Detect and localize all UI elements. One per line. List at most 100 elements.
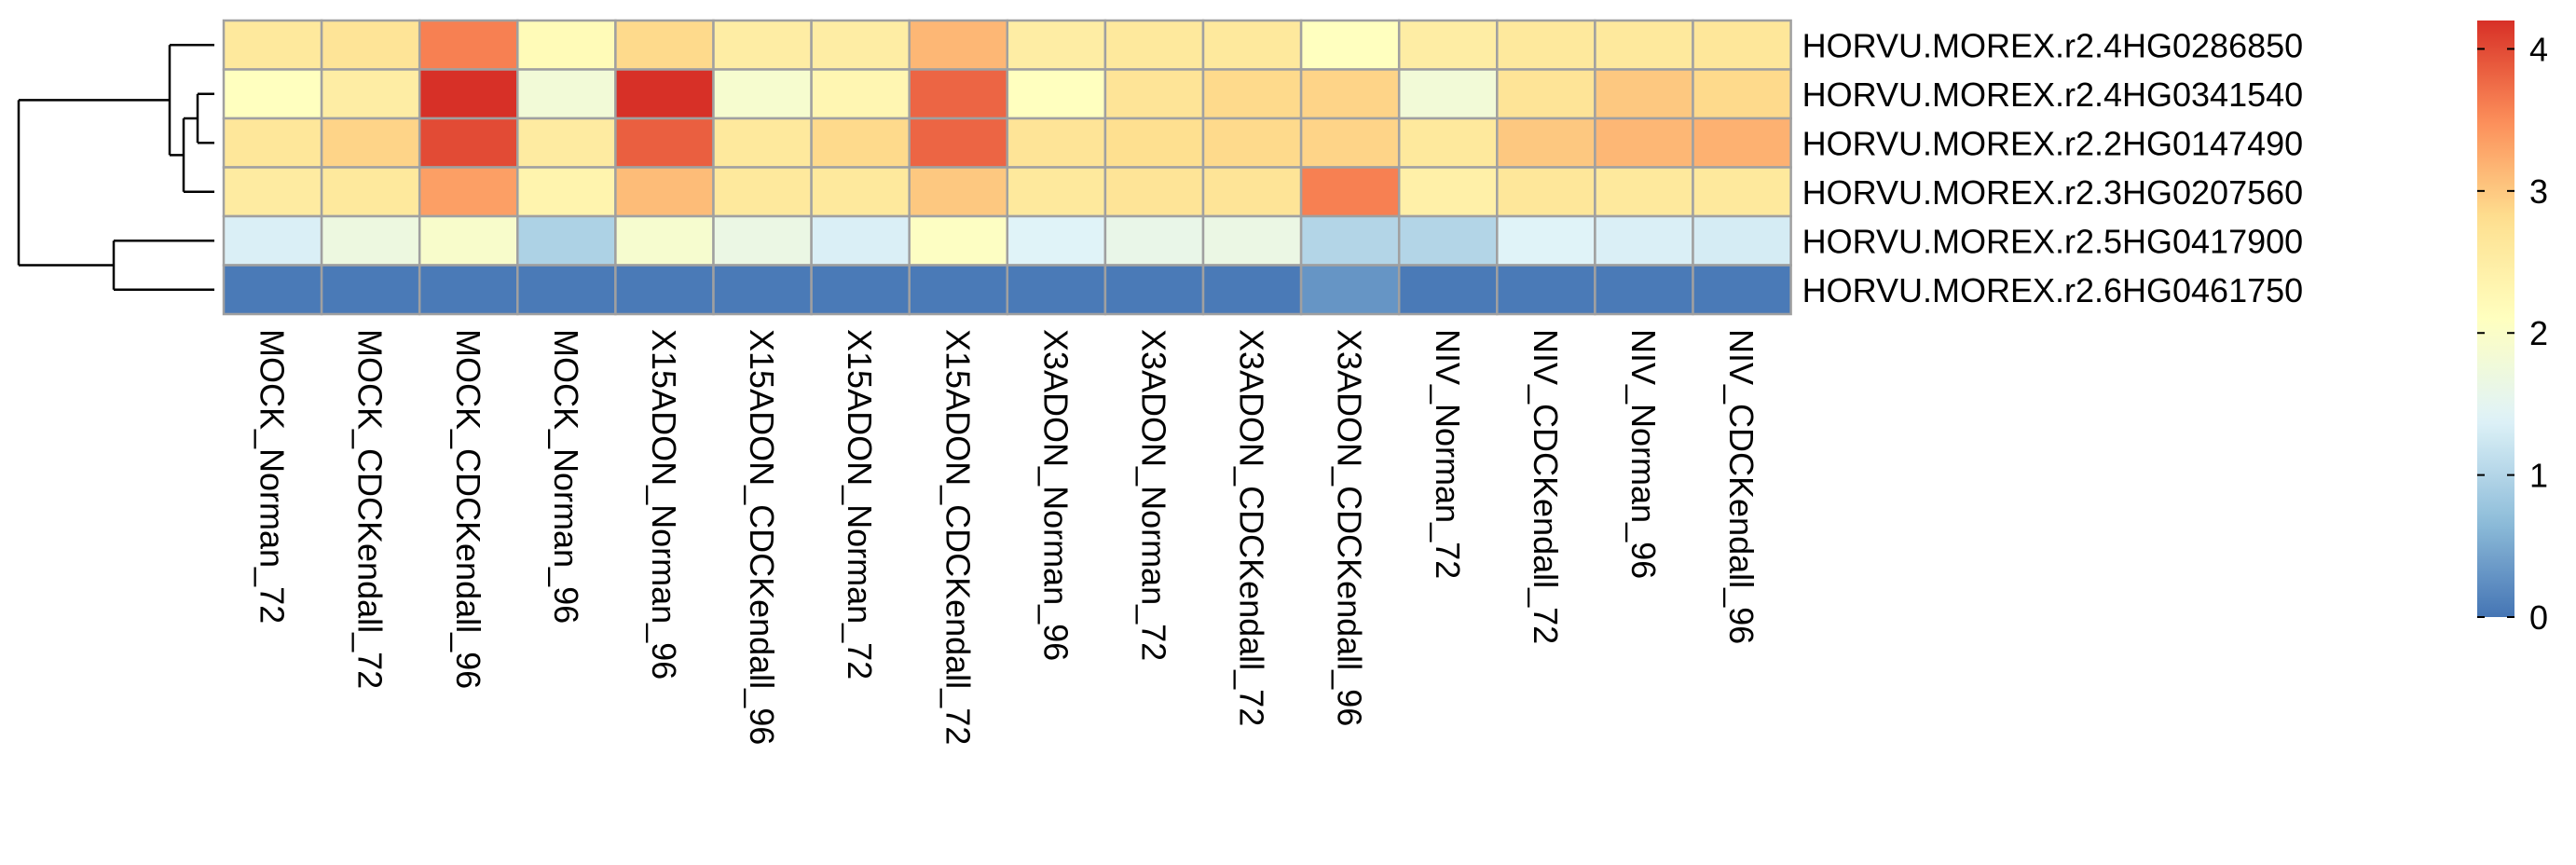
heatmap-cell xyxy=(1299,19,1401,71)
heatmap-cell xyxy=(614,264,715,316)
heatmap-cell xyxy=(1299,214,1401,267)
heatmap-cell xyxy=(1397,19,1499,71)
heatmap-cell xyxy=(712,264,813,316)
heatmap-cell xyxy=(1201,68,1303,120)
heatmap-cell xyxy=(810,68,911,120)
heatmap-cell xyxy=(1496,117,1596,169)
heatmap-cell xyxy=(1299,117,1401,169)
column-label: MOCK_Norman_96 xyxy=(547,329,585,624)
column-label: X3ADON_CDCKendall_72 xyxy=(1233,329,1271,726)
heatmap-cell xyxy=(810,19,911,71)
heatmap-cell xyxy=(1692,264,1792,316)
heatmap-cell xyxy=(1006,264,1107,316)
row-labels: HORVU.MOREX.r2.4HG0286850 HORVU.MOREX.r2.… xyxy=(1802,26,2304,309)
heatmap-cell xyxy=(516,117,617,169)
heatmap-cell xyxy=(712,166,813,218)
heatmap-cell xyxy=(1103,214,1205,267)
heatmap-cell xyxy=(908,117,1009,169)
heatmap-cell xyxy=(516,264,617,316)
heatmap-cell xyxy=(1201,19,1303,71)
column-label: MOCK_CDCKendall_72 xyxy=(351,329,390,689)
row-label: HORVU.MOREX.r2.3HG0207560 xyxy=(1802,173,2304,212)
heatmap-cell xyxy=(1201,214,1303,267)
heatmap-cell xyxy=(1201,117,1303,169)
heatmap-cell xyxy=(1496,214,1596,267)
heatmap-cell xyxy=(516,166,617,218)
heatmap-cell xyxy=(810,166,911,218)
column-label: MOCK_Norman_72 xyxy=(253,329,292,624)
heatmap-cell xyxy=(418,214,519,267)
column-label: X3ADON_Norman_72 xyxy=(1134,329,1172,661)
heatmap-cell xyxy=(1006,166,1107,218)
heatmap-cell xyxy=(418,117,519,169)
heatmap-cell xyxy=(418,264,519,316)
heatmap-cell xyxy=(1299,166,1401,218)
heatmap-cell xyxy=(1692,19,1792,71)
heatmap-cell xyxy=(614,117,715,169)
heatmap-cell xyxy=(614,68,715,120)
row-dendrogram xyxy=(17,44,214,291)
column-label: X15ADON_CDCKendall_96 xyxy=(743,329,781,745)
column-labels: MOCK_Norman_72 MOCK_CDCKendall_72 MOCK_CDC… xyxy=(253,329,1761,745)
heatmap-cell xyxy=(1397,214,1499,267)
heatmap-cell xyxy=(712,214,813,267)
heatmap-cell xyxy=(712,68,813,120)
heatmap-cell xyxy=(908,166,1009,218)
heatmap-cell xyxy=(1594,117,1694,169)
heatmap-cell xyxy=(1692,214,1792,267)
heatmap-cell xyxy=(418,166,519,218)
heatmap-cell xyxy=(1397,117,1499,169)
column-label: NIV_Norman_72 xyxy=(1429,329,1467,579)
heatmap-cell xyxy=(1006,214,1107,267)
heatmap-cell xyxy=(1496,264,1596,316)
heatmap-cell xyxy=(1006,117,1107,169)
heatmap-cell xyxy=(1103,166,1205,218)
heatmap-cell xyxy=(810,117,911,169)
legend-tick-label: 4 xyxy=(2529,30,2548,68)
heatmap-cell xyxy=(320,214,421,267)
legend-tick-label: 2 xyxy=(2529,314,2548,352)
legend-tick-label: 1 xyxy=(2529,457,2548,495)
column-label: X15ADON_CDCKendall_72 xyxy=(939,329,977,745)
heatmap-cell xyxy=(1299,68,1401,120)
heatmap-cell xyxy=(1103,117,1205,169)
heatmap-cell xyxy=(320,166,421,218)
heatmap-cell xyxy=(222,19,323,71)
color-legend: 0 1 2 3 4 xyxy=(2477,21,2548,637)
heatmap-cell xyxy=(222,214,323,267)
heatmap-cell xyxy=(1594,264,1694,316)
heatmap-cell xyxy=(1201,264,1303,316)
heatmap-cell xyxy=(1496,68,1596,120)
heatmap-cell xyxy=(1594,166,1694,218)
heatmap-cell xyxy=(1692,166,1792,218)
heatmap-cell xyxy=(1006,19,1107,71)
heatmap-cell xyxy=(516,19,617,71)
row-label: HORVU.MOREX.r2.4HG0341540 xyxy=(1802,76,2304,114)
heatmap-cell xyxy=(222,166,323,218)
heatmap-cell xyxy=(1496,19,1596,71)
heatmap-cell xyxy=(1103,19,1205,71)
heatmap-cell xyxy=(222,117,323,169)
heatmap-cell xyxy=(1496,166,1596,218)
column-label: MOCK_CDCKendall_96 xyxy=(449,329,487,689)
heatmap-cell xyxy=(1594,214,1694,267)
column-label: X3ADON_Norman_96 xyxy=(1036,329,1075,661)
column-label: NIV_CDCKendall_72 xyxy=(1527,329,1565,644)
heatmap-cells xyxy=(222,19,1792,316)
heatmap-cell xyxy=(908,19,1009,71)
column-label: X15ADON_Norman_96 xyxy=(645,329,683,680)
legend-tick-label: 0 xyxy=(2529,598,2548,637)
heatmap-cell xyxy=(1103,264,1205,316)
heatmap-cell xyxy=(908,68,1009,120)
heatmap-cell xyxy=(320,19,421,71)
legend-tick-label: 3 xyxy=(2529,172,2548,211)
column-label: X15ADON_Norman_72 xyxy=(841,329,879,680)
heatmap-cell xyxy=(418,68,519,120)
heatmap-cell xyxy=(1397,166,1499,218)
heatmap-cell xyxy=(222,68,323,120)
heatmap-cell xyxy=(614,214,715,267)
heatmap-cell xyxy=(712,117,813,169)
heatmap-cell xyxy=(1594,68,1694,120)
